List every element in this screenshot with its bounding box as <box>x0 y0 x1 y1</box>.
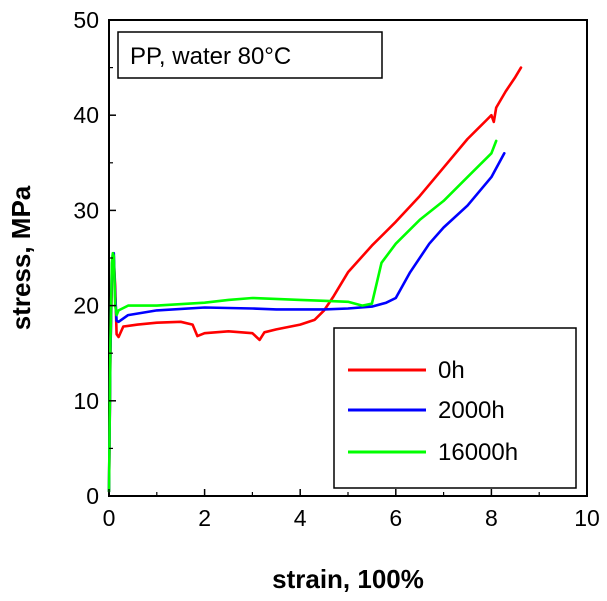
legend-entries: 0h 2000h 16000h <box>348 357 518 466</box>
y-tick-label: 50 <box>73 7 99 33</box>
x-tick-label: 0 <box>103 505 116 531</box>
y-tick-label: 10 <box>73 388 99 414</box>
x-tick-label: 2 <box>198 505 211 531</box>
annotation-text: PP, water 80°C <box>130 43 291 70</box>
x-tick-label: 10 <box>574 505 600 531</box>
y-tick-label: 20 <box>73 293 99 319</box>
y-tick-label: 30 <box>73 197 99 223</box>
x-tick-label: 6 <box>389 505 402 531</box>
x-tick-label: 8 <box>485 505 498 531</box>
x-axis-title: strain, 100% <box>272 564 424 594</box>
legend-frame <box>333 327 577 489</box>
annotation-box: PP, water 80°C <box>117 31 383 79</box>
legend-label-2000h: 2000h <box>438 397 505 424</box>
x-tick-label: 4 <box>294 505 307 531</box>
y-tick-label: 40 <box>73 102 99 128</box>
legend: 0h 2000h 16000h <box>333 327 577 489</box>
annotation-frame <box>117 31 383 79</box>
series-layer <box>107 66 523 493</box>
legend-label-0h: 0h <box>438 357 465 384</box>
y-tick-label: 0 <box>86 483 99 509</box>
series-line-0h <box>107 66 523 493</box>
tick-layer: 0 2 4 6 8 10 0 10 20 30 40 50 <box>73 7 599 531</box>
legend-label-16000h: 16000h <box>438 439 518 466</box>
y-axis-title: stress, MPa <box>6 185 36 330</box>
series-line-16000h <box>107 139 498 493</box>
